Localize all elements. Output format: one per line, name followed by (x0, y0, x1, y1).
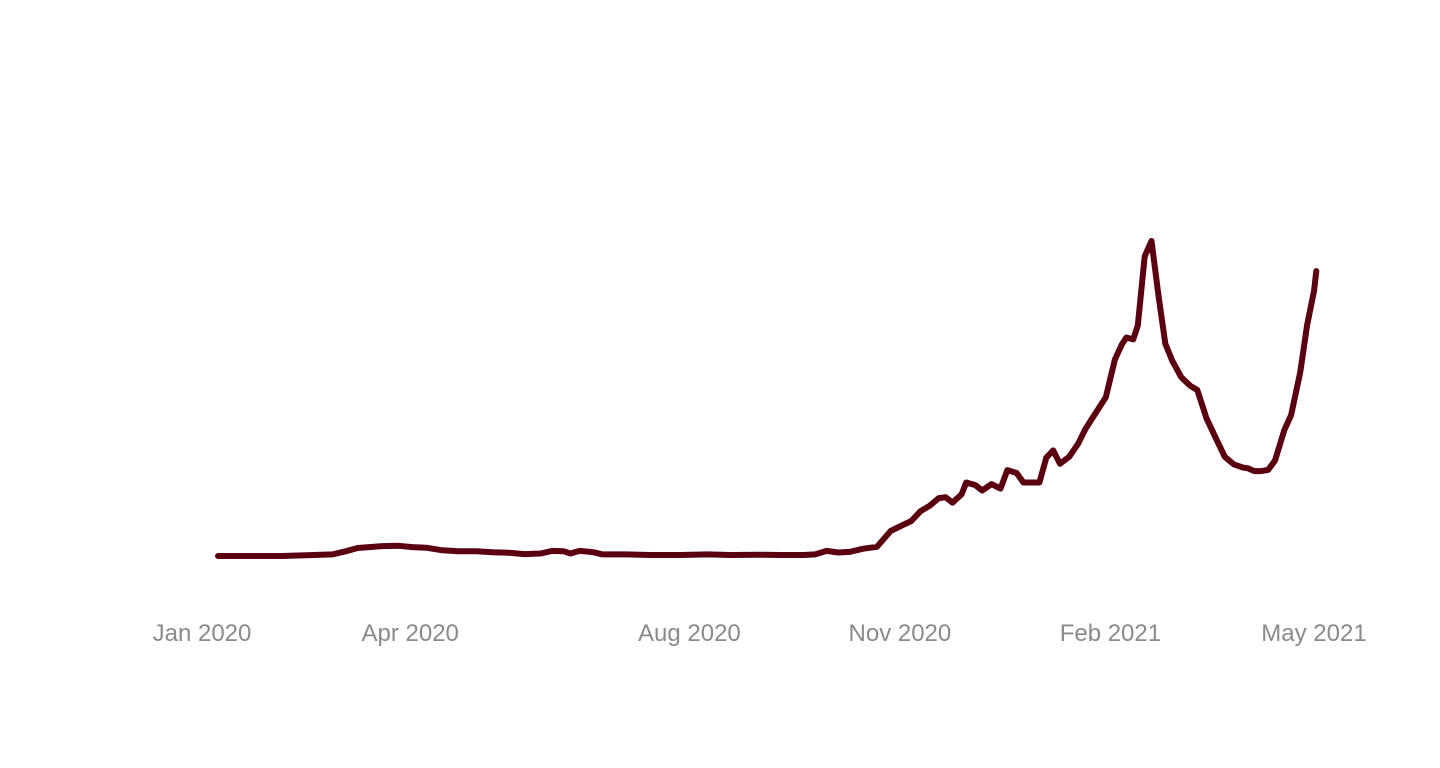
plot-area (215, 237, 1320, 559)
x-tick-label: Jan 2020 (153, 620, 252, 647)
x-tick-label: Aug 2020 (638, 620, 741, 647)
x-tick-label: Feb 2021 (1060, 620, 1161, 647)
x-tick-label: Apr 2020 (361, 620, 458, 647)
x-axis: Jan 2020 Apr 2020 Aug 2020 Nov 2020 Feb 2021… (153, 620, 1367, 647)
series-line-0 (215, 237, 1320, 559)
x-tick-label: May 2021 (1261, 620, 1366, 647)
x-tick-label: Nov 2020 (849, 620, 952, 647)
